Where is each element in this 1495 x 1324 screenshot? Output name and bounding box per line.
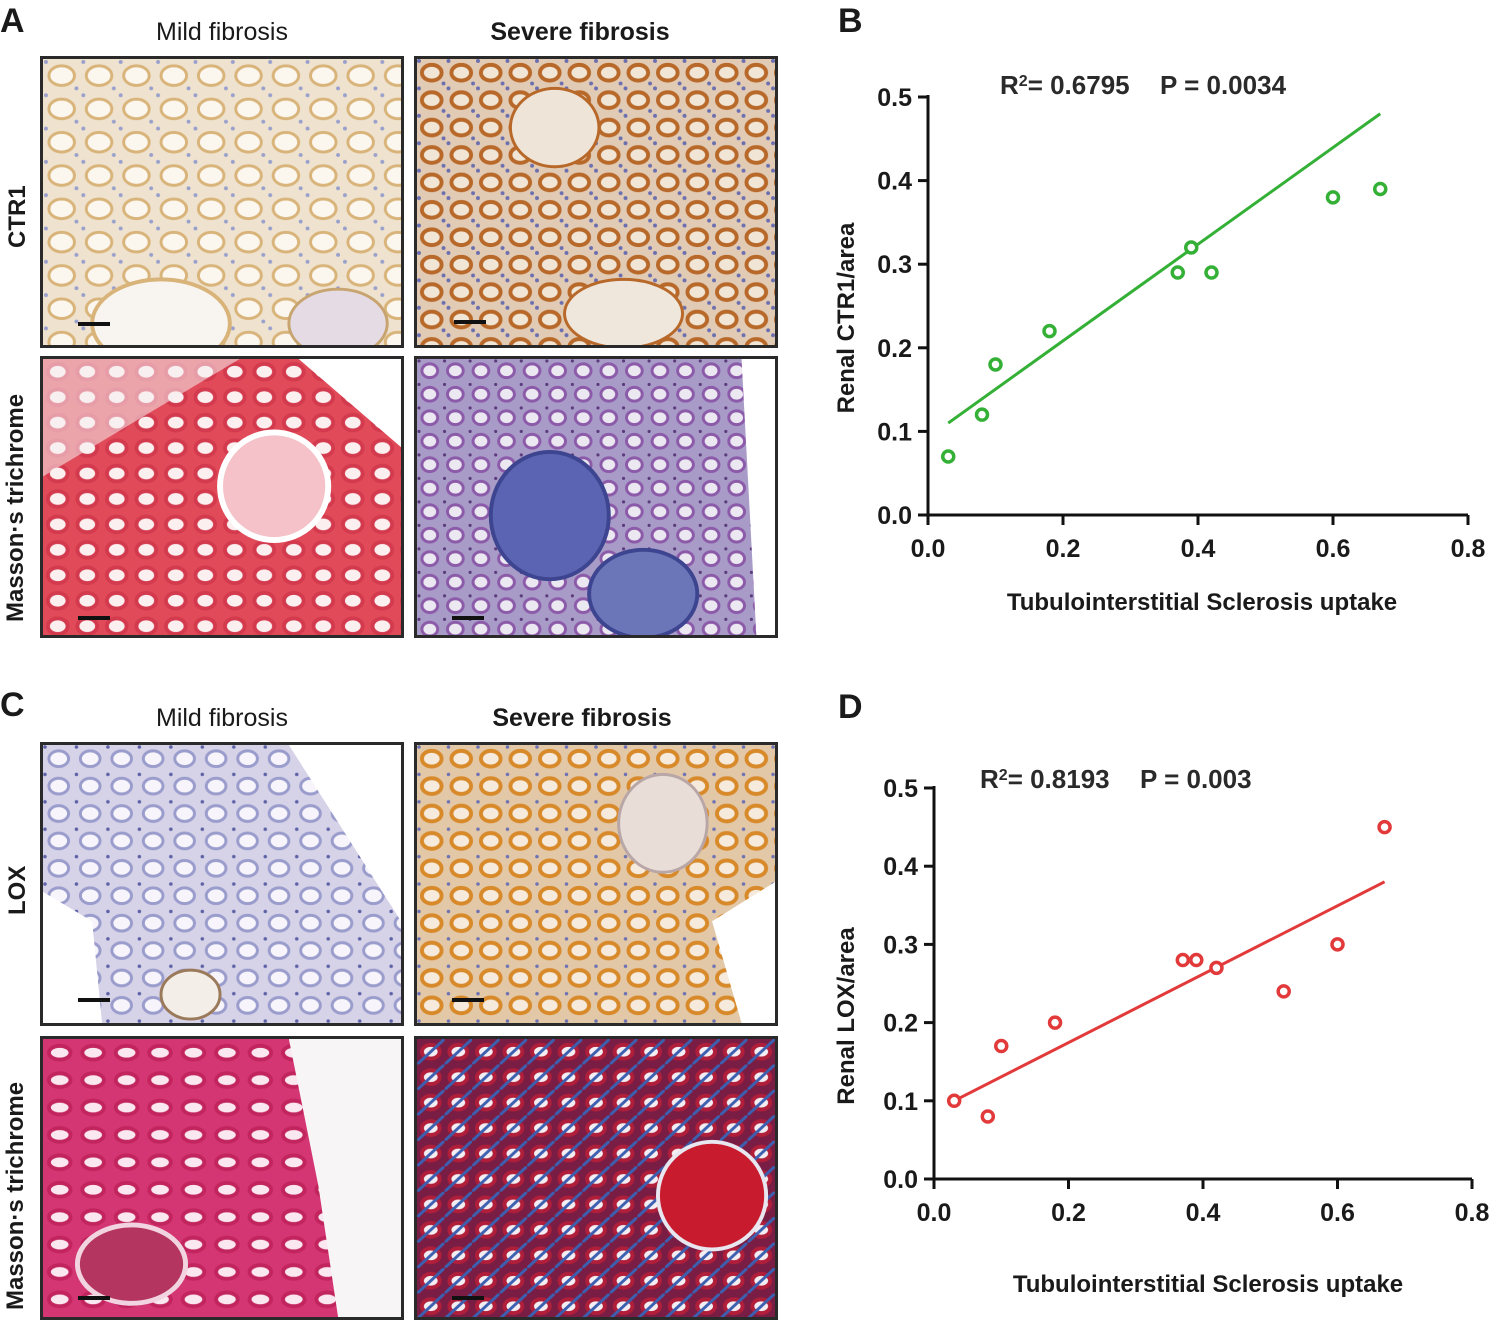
micrograph-masson-severe-c-texture xyxy=(417,1039,775,1317)
scale-bar xyxy=(78,1296,110,1300)
micrograph-ctr1-mild xyxy=(40,56,404,348)
x-tick-label: 0.0 xyxy=(917,1199,952,1227)
data-point xyxy=(946,1093,962,1109)
data-point xyxy=(980,1109,996,1124)
scale-bar xyxy=(78,616,110,620)
data-point xyxy=(1330,937,1345,952)
micrograph-masson-mild-c-texture xyxy=(43,1039,401,1317)
x-tick-label: 0.2 xyxy=(1046,535,1081,563)
row-label-masson-c: Masson·s trichrome xyxy=(2,1081,29,1310)
y-tick-label: 0.0 xyxy=(883,1166,918,1194)
y-tick-label: 0.1 xyxy=(883,1088,918,1116)
x-tick-label: 0.6 xyxy=(1316,535,1351,563)
data-point xyxy=(1042,323,1057,339)
chart-stats-p: P = 0.0034 xyxy=(1160,70,1287,100)
x-tick-label: 0.6 xyxy=(1320,1199,1355,1227)
panel-letter-a: A xyxy=(0,2,25,40)
micrograph-masson-mild-a-texture xyxy=(43,359,401,635)
data-point xyxy=(1184,240,1199,255)
scatter-chart-ctr1: R2= 0.6795 P = 0.0034 0.0 0.1 0.2 0.3 0.4 0.5… xyxy=(833,70,1486,616)
x-tick-label: 0.4 xyxy=(1181,535,1216,563)
chart-stats-p: P = 0.003 xyxy=(1140,764,1252,794)
data-point xyxy=(994,1038,1009,1054)
panel-letter-c: C xyxy=(0,686,25,724)
micrograph-lox-severe xyxy=(414,742,778,1026)
row-label-ctr1: CTR1 xyxy=(4,185,31,248)
y-tick-label: 0.3 xyxy=(883,931,918,959)
data-point xyxy=(1170,265,1185,280)
scale-bar xyxy=(78,998,110,1002)
scatter-chart-lox: R2= 0.8193 P = 0.003 0.00.10.20.30.40.5 … xyxy=(833,764,1490,1298)
x-axis-label: Tubulointerstitial Sclerosis uptake xyxy=(1013,1271,1403,1298)
regression-line xyxy=(953,880,1386,1103)
data-point xyxy=(1325,190,1341,205)
y-tick-label: 0.2 xyxy=(883,1010,918,1038)
scale-bar xyxy=(454,320,486,324)
data-point xyxy=(1047,1015,1063,1030)
column-header-severe-a: Severe fibrosis xyxy=(490,18,670,46)
micrograph-masson-mild-c xyxy=(40,1036,404,1320)
chart-stats-r2: R2= 0.8193 xyxy=(980,764,1110,794)
y-tick-label: 0.4 xyxy=(877,168,912,196)
y-axis-label: Renal LOX/area xyxy=(833,927,860,1105)
scale-bar xyxy=(452,998,484,1002)
scale-bar xyxy=(452,616,484,620)
data-point xyxy=(1175,952,1191,968)
micrograph-masson-severe-a-texture xyxy=(417,359,775,635)
data-point xyxy=(974,407,990,422)
x-tick-label: 0.8 xyxy=(1451,535,1486,563)
micrograph-ctr1-mild-texture xyxy=(43,59,401,345)
data-point xyxy=(1209,960,1224,976)
micrograph-lox-mild-texture xyxy=(43,745,401,1023)
column-header-severe-c: Severe fibrosis xyxy=(492,704,672,732)
row-label-lox: LOX xyxy=(4,865,31,915)
scale-bar xyxy=(452,1296,484,1300)
data-point xyxy=(988,357,1003,372)
data-point xyxy=(1189,952,1204,968)
x-tick-label: 0.0 xyxy=(911,535,946,563)
scale-bar xyxy=(78,322,110,326)
data-point xyxy=(1373,181,1388,197)
y-tick-label: 0.1 xyxy=(877,418,912,446)
micrograph-lox-severe-texture xyxy=(417,745,775,1023)
micrograph-masson-severe-c xyxy=(414,1036,778,1320)
panel-letter-d: D xyxy=(838,688,863,726)
regression-line xyxy=(947,112,1382,425)
y-tick-label: 0.0 xyxy=(877,502,912,530)
micrograph-lox-mild xyxy=(40,742,404,1026)
micrograph-ctr1-severe xyxy=(414,56,778,348)
y-tick-label: 0.4 xyxy=(883,853,918,881)
x-tick-label: 0.4 xyxy=(1186,1199,1221,1227)
micrograph-masson-severe-a xyxy=(414,356,778,638)
y-tick-label: 0.5 xyxy=(883,775,918,803)
row-label-masson-a: Masson·s trichrome xyxy=(2,393,29,622)
micrograph-masson-mild-a xyxy=(40,356,404,638)
data-point xyxy=(1276,984,1291,999)
data-point xyxy=(1204,265,1219,280)
chart-stats-r2: R2= 0.6795 xyxy=(1000,70,1130,100)
y-tick-label: 0.3 xyxy=(877,251,912,279)
panel-letter-b: B xyxy=(838,2,863,40)
x-tick-label: 0.2 xyxy=(1051,1199,1086,1227)
column-header-mild-c: Mild fibrosis xyxy=(156,704,288,732)
x-axis-label: Tubulointerstitial Sclerosis uptake xyxy=(1007,589,1397,616)
y-tick-label: 0.2 xyxy=(877,335,912,363)
x-tick-label: 0.8 xyxy=(1455,1199,1490,1227)
data-point xyxy=(1377,819,1392,835)
data-point xyxy=(941,449,956,464)
y-axis-label: Renal CTR1/area xyxy=(833,222,860,413)
column-header-mild-a: Mild fibrosis xyxy=(156,18,288,46)
y-tick-label: 0.5 xyxy=(877,84,912,112)
micrograph-ctr1-severe-texture xyxy=(417,59,775,345)
